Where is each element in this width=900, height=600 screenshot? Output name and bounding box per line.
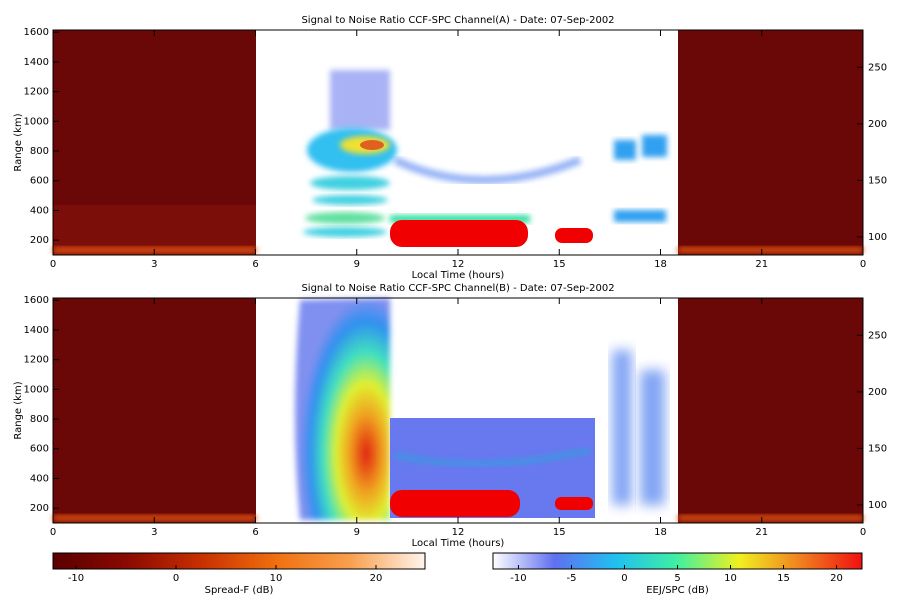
x-tick-label: 9	[354, 527, 360, 538]
y2-tick-label: 100	[868, 500, 887, 511]
x-tick-label: 0	[860, 527, 866, 538]
y2-tick-label: 150	[868, 443, 887, 454]
y-tick-label: 1000	[24, 384, 49, 395]
x-tick-label: 21	[755, 259, 768, 270]
colorbar-label: EEJ/SPC (dB)	[646, 585, 709, 596]
colorbar-tick-label: -10	[510, 573, 526, 584]
colorbar-tick-label: 20	[830, 573, 843, 584]
colorbar-tick-label: 0	[621, 573, 627, 584]
y2-tick-label: 250	[868, 62, 887, 73]
y-tick-label: 200	[30, 235, 49, 246]
x-tick-label: 3	[151, 259, 157, 270]
x-tick-label: 12	[452, 527, 465, 538]
x-tick-label: 21	[755, 527, 768, 538]
y2-tick-label: 250	[868, 330, 887, 341]
x-axis-label: Local Time (hours)	[412, 270, 505, 281]
x-tick-label: 6	[252, 527, 258, 538]
colorbar-tick-label: 5	[674, 573, 680, 584]
y-tick-label: 400	[30, 205, 49, 216]
y-tick-label: 400	[30, 473, 49, 484]
colorbar-tick-label: 10	[724, 573, 737, 584]
colorbar-tick-label: -10	[68, 573, 84, 584]
x-tick-label: 12	[452, 259, 465, 270]
y-axis-label: Range (km)	[13, 381, 24, 439]
y-tick-label: 1200	[24, 87, 49, 98]
x-tick-label: 15	[553, 259, 566, 270]
colorbar-tick-label: 10	[270, 573, 283, 584]
x-tick-label: 18	[654, 527, 667, 538]
colorbar-tick-label: 0	[173, 573, 179, 584]
y-tick-label: 800	[30, 146, 49, 157]
y-tick-label: 200	[30, 503, 49, 514]
y-tick-label: 1600	[24, 295, 49, 306]
x-tick-label: 3	[151, 527, 157, 538]
x-tick-label: 6	[252, 259, 258, 270]
x-axis-label: Local Time (hours)	[412, 538, 505, 549]
chart-title: Signal to Noise Ratio CCF-SPC Channel(A)…	[301, 15, 614, 26]
y2-tick-label: 150	[868, 175, 887, 186]
x-tick-label: 0	[50, 527, 56, 538]
y2-tick-label: 200	[868, 387, 887, 398]
y-tick-label: 1200	[24, 355, 49, 366]
y2-tick-label: 100	[868, 232, 887, 243]
colorbar-tick-label: 15	[777, 573, 790, 584]
y-tick-label: 1400	[24, 57, 49, 68]
y-tick-label: 800	[30, 414, 49, 425]
x-tick-label: 15	[553, 527, 566, 538]
x-tick-label: 9	[354, 259, 360, 270]
x-tick-label: 0	[50, 259, 56, 270]
y-axis-label: Range (km)	[13, 113, 24, 171]
x-tick-label: 18	[654, 259, 667, 270]
y-tick-label: 1600	[24, 27, 49, 38]
colorbar-tick-label: 20	[370, 573, 383, 584]
heatmap-image	[53, 30, 863, 255]
y-tick-label: 1000	[24, 116, 49, 127]
colorbar-label: Spread-F (dB)	[205, 585, 274, 596]
y-tick-label: 600	[30, 444, 49, 455]
y2-tick-label: 200	[868, 119, 887, 130]
colorbar-tick-label: -5	[566, 573, 576, 584]
y-tick-label: 600	[30, 176, 49, 187]
chart-title: Signal to Noise Ratio CCF-SPC Channel(B)…	[301, 283, 614, 294]
x-tick-label: 0	[860, 259, 866, 270]
colorbar	[52, 552, 426, 570]
y-tick-label: 1400	[24, 325, 49, 336]
heatmap-image	[53, 298, 863, 523]
